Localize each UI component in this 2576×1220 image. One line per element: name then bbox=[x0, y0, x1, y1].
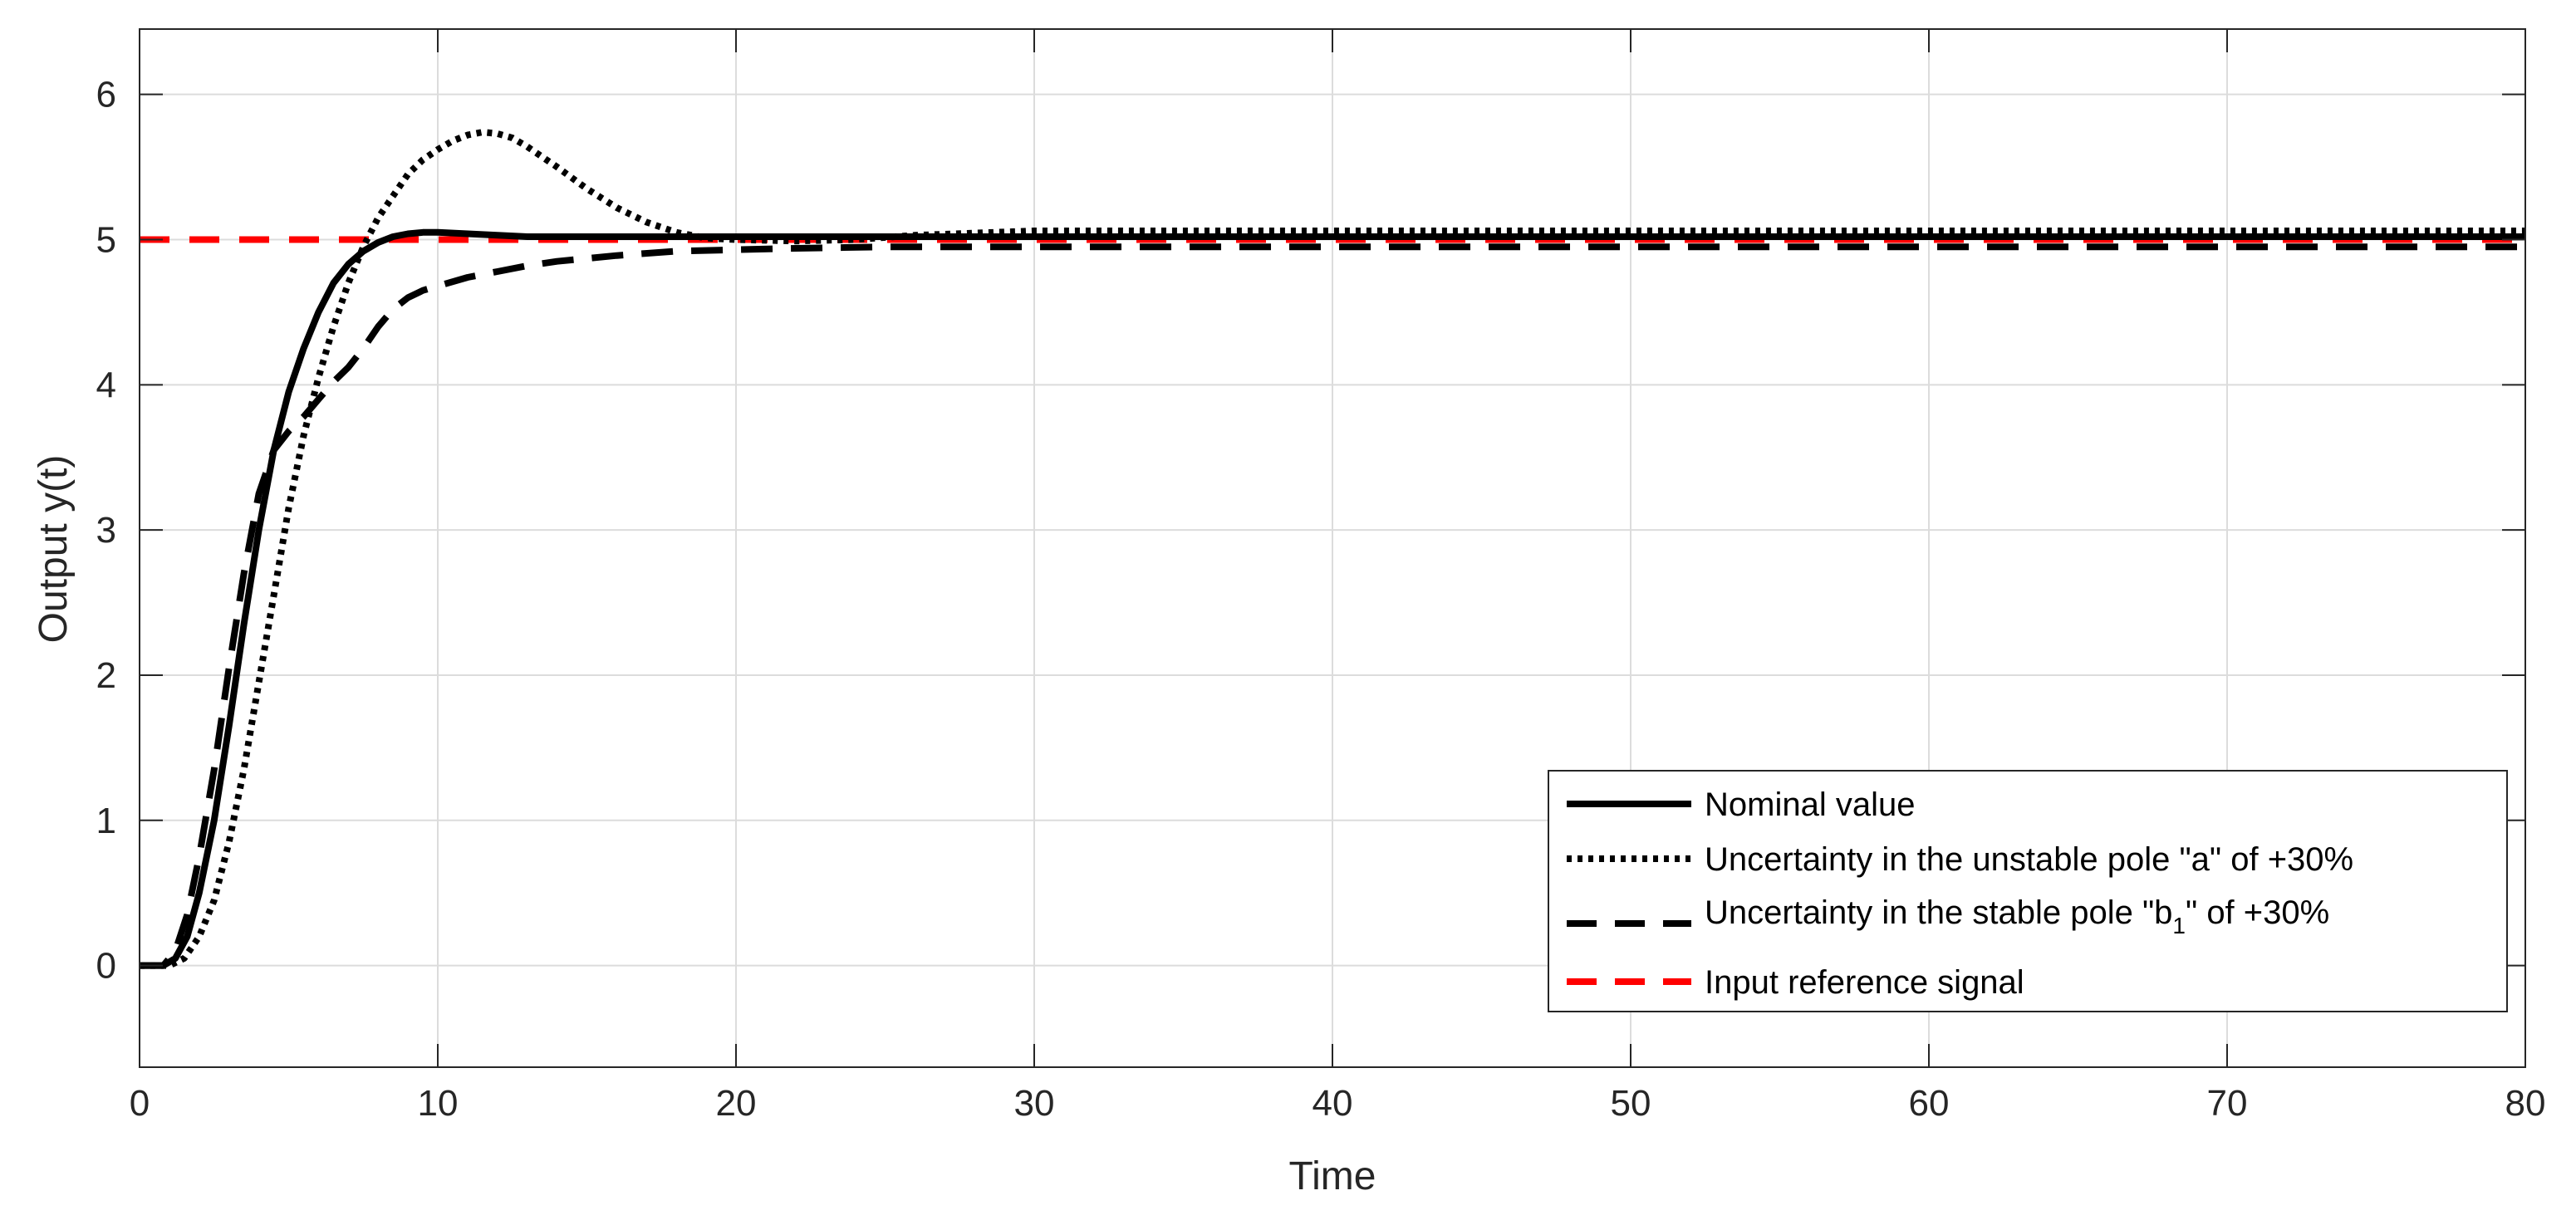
x-tick-label: 20 bbox=[716, 1083, 757, 1124]
y-tick-label: 6 bbox=[96, 75, 116, 115]
legend-entry-stable-pole: Uncertainty in the stable pole "b1" of +… bbox=[1567, 894, 2329, 938]
series-unstable-pole-line bbox=[140, 129, 2525, 969]
ticks bbox=[139, 29, 2526, 1067]
x-axis-title: Time bbox=[1289, 1154, 1376, 1198]
legend-label-reference: Input reference signal bbox=[1705, 964, 2024, 1001]
x-tick-label: 50 bbox=[1611, 1083, 1651, 1124]
y-tick-label: 4 bbox=[96, 365, 116, 405]
y-tick-label: 0 bbox=[96, 946, 116, 987]
y-tick-label: 3 bbox=[96, 510, 116, 551]
y-axis-title: Output y(t) bbox=[32, 455, 76, 644]
y-tick-label: 5 bbox=[96, 219, 116, 260]
x-tick-label: 80 bbox=[2505, 1083, 2546, 1124]
series-nominal-line bbox=[140, 228, 2525, 969]
legend-label-stable-pole: Uncertainty in the stable pole "b1" of +… bbox=[1705, 894, 2329, 938]
legend-label-unstable-pole: Uncertainty in the unstable pole "a" of … bbox=[1705, 841, 2353, 878]
legend: Nominal value Uncertainty in the unstabl… bbox=[1548, 770, 2508, 1012]
x-tick-label: 10 bbox=[418, 1083, 459, 1124]
legend-entry-reference: Input reference signal bbox=[1567, 964, 2024, 1001]
x-tick-label: 0 bbox=[130, 1083, 150, 1124]
x-tick-label: 60 bbox=[1909, 1083, 1950, 1124]
series-layer bbox=[140, 129, 2525, 969]
y-tick-labels: 0 1 2 3 4 5 6 bbox=[96, 75, 116, 987]
series-stable-pole-line bbox=[140, 243, 2525, 969]
legend-box bbox=[1548, 770, 2508, 1012]
x-tick-label: 30 bbox=[1014, 1083, 1055, 1124]
legend-entry-nominal: Nominal value bbox=[1567, 786, 1915, 823]
x-tick-label: 70 bbox=[2207, 1083, 2248, 1124]
legend-label-nominal: Nominal value bbox=[1705, 786, 1915, 823]
x-tick-labels: 0 10 20 30 40 50 60 70 80 bbox=[130, 1083, 2546, 1124]
y-tick-label: 1 bbox=[96, 801, 116, 841]
y-tick-label: 2 bbox=[96, 655, 116, 696]
x-tick-label: 40 bbox=[1313, 1083, 1353, 1124]
legend-entry-unstable-pole: Uncertainty in the unstable pole "a" of … bbox=[1567, 841, 2353, 878]
